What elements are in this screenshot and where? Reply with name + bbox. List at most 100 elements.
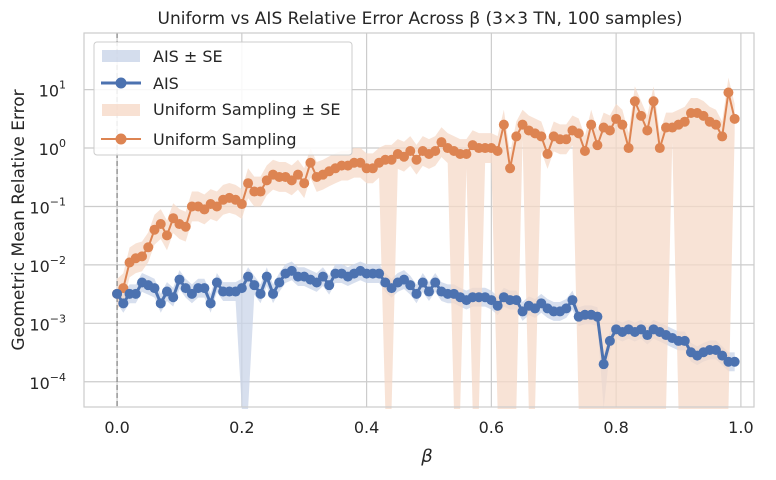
x-tick-label: 0.4 [354,418,379,437]
data-point-ais [324,280,335,291]
data-point-uniform [654,143,665,154]
legend-label-uniform: Uniform Sampling [153,130,297,149]
data-point-ais [417,277,428,288]
data-point-ais [249,280,260,291]
data-point-uniform [430,145,441,156]
data-point-ais [149,283,160,294]
data-point-uniform [679,116,690,127]
x-axis-label: β [420,446,433,467]
data-point-ais [243,271,254,282]
chart-title: Uniform vs AIS Relative Error Across β (… [158,9,683,29]
data-point-uniform [536,131,547,142]
data-point-ais [679,335,690,346]
plot-frame [83,32,755,408]
data-point-uniform [137,251,148,262]
data-point-uniform [586,119,597,130]
data-point-uniform [636,110,647,121]
data-point-uniform [405,145,416,156]
data-point-uniform [461,149,472,160]
data-point-ais [511,295,522,306]
data-point-ais [236,283,247,294]
data-point-uniform [168,213,179,224]
data-point-ais [130,288,141,299]
data-point-uniform [710,119,721,130]
data-point-ais [430,277,441,288]
data-point-uniform [292,169,303,180]
data-point-ais [155,298,166,309]
legend-marker-uniform [115,133,127,145]
data-point-ais [717,350,728,361]
legend: AIS ± SE AIS Uniform Sampling ± SE Unifo… [93,41,353,156]
data-point-ais [405,280,416,291]
data-point-uniform [411,154,422,165]
data-point-uniform [623,143,634,154]
legend-label-ais: AIS [153,74,179,93]
data-point-ais [261,271,272,282]
data-point-uniform [611,113,622,124]
data-point-uniform [698,110,709,121]
data-point-ais [199,283,210,294]
data-point-ais [211,277,222,288]
x-tick-label: 1.0 [728,418,753,437]
data-point-uniform [243,178,254,189]
data-point-uniform [299,178,310,189]
y-axis-label: Geometric Mean Relative Error [9,89,29,350]
data-point-ais [411,288,422,299]
data-point-uniform [717,131,728,142]
data-point-uniform [492,145,503,156]
y-tick-label: 10−1 [29,195,66,217]
data-point-ais [205,298,216,309]
data-point-uniform [561,134,572,145]
data-point-ais [374,268,385,279]
data-point-uniform [642,125,653,136]
data-point-ais [268,288,279,299]
data-point-uniform [629,96,640,107]
data-point-ais [598,359,609,370]
data-point-ais [492,300,503,311]
data-point-uniform [498,119,509,130]
legend-box [93,41,353,156]
y-axis-ticks: 10−4 10−3 10−2 10−1 100 101 [29,79,66,393]
data-point-uniform [211,201,222,212]
data-point-uniform [648,96,659,107]
data-point-ais [274,277,285,288]
x-tick-label: 0.6 [479,418,504,437]
data-point-ais [112,288,123,299]
legend-label-ais-band: AIS ± SE [153,47,223,66]
data-point-uniform [436,137,447,148]
data-point-ais [118,298,129,309]
data-point-ais [592,311,603,322]
data-point-uniform [511,131,522,142]
data-point-uniform [604,125,615,136]
data-point-uniform [617,119,628,130]
data-point-uniform [729,113,740,124]
y-tick-label: 10−4 [29,371,66,393]
y-tick-label: 10−3 [29,312,66,334]
data-point-uniform [255,186,266,197]
data-point-uniform [579,145,590,156]
data-point-ais [567,295,578,306]
y-tick-label: 101 [39,79,66,101]
x-axis-ticks: 0.0 0.2 0.4 0.6 0.8 1.0 [104,418,753,437]
data-point-uniform [723,87,734,98]
legend-marker-ais [115,77,127,89]
data-point-ais [561,303,572,314]
data-point-uniform [180,221,191,232]
data-point-ais [311,277,322,288]
data-point-ais [604,335,615,346]
data-point-ais [168,292,179,303]
data-point-uniform [592,140,603,151]
data-point-uniform [155,219,166,230]
data-point-uniform [505,163,516,174]
legend-swatch-uniform-band [102,104,140,116]
series-lines [112,87,740,370]
y-tick-label: 10−2 [29,254,66,276]
data-point-ais [255,288,266,299]
data-point-ais [729,356,740,367]
legend-swatch-ais-band [102,50,140,62]
y-tick-label: 100 [39,137,66,159]
data-point-uniform [542,149,553,160]
data-point-uniform [161,230,172,241]
data-point-ais [174,274,185,285]
